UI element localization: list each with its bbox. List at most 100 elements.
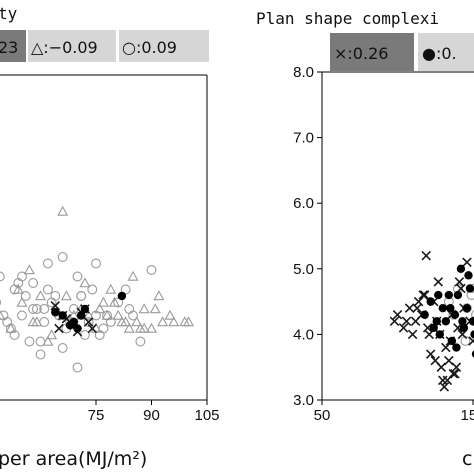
data-point-cross [454,277,465,287]
data-point-open-circle [471,310,474,320]
data-point-open-circle [98,323,109,334]
left-x-tick-labels: 75 90 105 [88,400,220,424]
data-point-cross [404,303,415,313]
data-point-cross [412,303,422,313]
data-point-filled-circle [446,303,455,313]
data-point-triangle [60,290,72,301]
right-chart-title: Plan shape complexi [256,9,439,28]
left-legend-box-2 [28,30,116,62]
data-point-filled-circle [444,290,454,300]
data-point-open-circle [102,310,113,321]
right-x-axis-label: c [462,448,472,470]
right-y-tick-label: 3.0 [293,392,314,409]
data-point-triangle [97,296,109,307]
data-point-triangle [108,296,121,307]
data-point-cross [448,368,459,379]
data-point-triangle [83,309,95,320]
left-legend-box-3 [119,30,209,62]
data-point-filled-circle [464,271,473,280]
left-x-tick-label: 90 [143,407,160,424]
data-point-cross [421,250,431,261]
data-point-cross [441,342,451,353]
data-point-triangle [23,264,35,275]
data-point-open-circle [128,310,138,321]
right-panel: Plan shape complexi ×:0.26 ●:0. 3.0 4.0 5.… [256,9,474,470]
data-point-open-circle [28,278,39,288]
left-legend-label-2: △:−0.09 [31,38,98,57]
data-point-filled-circle [453,290,463,300]
data-point-triangle [138,303,150,314]
data-point-triangle [157,316,169,327]
right-y-tick-label: 6.0 [293,195,314,212]
left-x-tick-label: 105 [194,407,219,424]
data-point-cross [398,323,409,333]
data-point-open-circle [42,258,53,269]
data-point-filled-circle [471,350,474,358]
data-point-triangle [120,316,132,327]
data-point-filled-circle [429,323,438,333]
data-point-open-circle [17,310,27,321]
right-y-tick-label: 7.0 [293,130,314,147]
data-point-triangle [131,316,143,327]
data-point-cross [425,349,436,359]
data-point-filled-circle [420,310,429,319]
data-point-triangle [0,310,6,320]
data-point-open-circle [39,304,50,314]
data-point-open-circle [72,362,83,373]
data-point-open-circle [39,317,50,327]
data-point-triangle [149,303,161,314]
data-point-filled-circle [452,343,461,352]
right-legend: ×:0.26 ●:0. [330,33,474,71]
data-point-cross [401,316,412,327]
data-point-triangle [105,283,117,294]
right-y-tick-label: 5.0 [293,261,314,278]
data-point-cross [468,336,474,346]
data-point-cross [462,257,472,268]
data-point-cross [54,323,64,334]
data-point-open-circle [35,336,46,347]
data-point-filled-circle [459,323,469,333]
data-point-open-circle [91,258,101,269]
data-point-triangle [168,316,180,327]
data-point-filled-circle [470,330,474,339]
data-point-cross [444,355,454,366]
data-point-filled-circle [458,317,467,326]
data-point-triangle [16,296,28,307]
left-x-axis-label: per area(MJ/m²) [0,448,147,470]
data-point-open-circle [9,330,20,340]
data-point-cross [50,300,61,311]
data-point-filled-circle [465,284,474,293]
data-point-filled-circle [58,311,67,320]
data-point-open-circle [24,336,35,347]
data-point-filled-circle [450,310,460,319]
data-point-open-circle [0,271,5,282]
data-point-filled-circle [456,264,466,273]
data-point-open-circle [76,291,87,301]
data-point-triangle [145,322,158,333]
data-point-filled-circle [80,304,90,314]
data-point-filled-circle [447,336,457,346]
data-point-open-circle [87,284,98,295]
data-point-open-circle [20,291,31,301]
data-point-open-circle [50,291,61,301]
right-plot-area [389,250,474,392]
data-point-filled-circle [441,317,451,326]
data-point-open-circle [31,304,42,314]
data-point-cross [407,329,418,340]
data-point-cross [83,317,94,327]
data-point-cross [392,309,403,320]
data-point-cross [418,290,428,300]
data-point-filled-circle [117,291,127,301]
data-point-filled-circle [73,324,82,333]
data-point-cross [451,362,462,372]
left-panel: ty 23 △:−0.09 ○:0.09 75 90 105 per area(MJ… [0,4,220,470]
data-point-triangle [112,309,124,320]
data-point-open-circle [135,336,146,347]
right-legend-box-2 [418,33,474,71]
data-point-triangle [31,316,43,327]
data-point-triangle [79,277,91,288]
data-point-open-circle [91,310,101,321]
data-point-open-circle [2,317,13,327]
right-legend-box-1 [330,33,414,71]
